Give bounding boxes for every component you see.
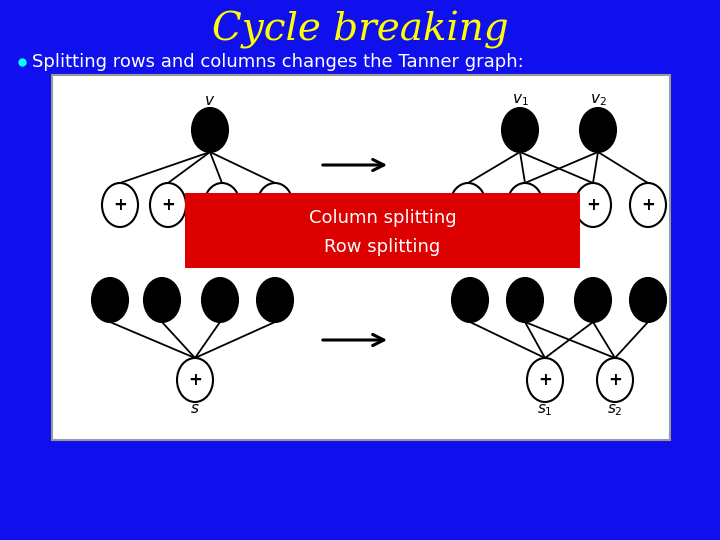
Text: +: + bbox=[113, 196, 127, 214]
Ellipse shape bbox=[527, 358, 563, 402]
Ellipse shape bbox=[630, 278, 666, 322]
Text: +: + bbox=[161, 196, 175, 214]
Ellipse shape bbox=[192, 108, 228, 152]
Ellipse shape bbox=[450, 183, 486, 227]
Text: Column splitting: Column splitting bbox=[309, 209, 456, 227]
Text: +: + bbox=[586, 196, 600, 214]
Text: $v_1$: $v_1$ bbox=[512, 92, 528, 108]
Ellipse shape bbox=[597, 358, 633, 402]
Text: +: + bbox=[188, 371, 202, 389]
Text: +: + bbox=[608, 371, 622, 389]
Bar bbox=[52, 75, 670, 440]
Ellipse shape bbox=[580, 108, 616, 152]
Ellipse shape bbox=[204, 183, 240, 227]
Ellipse shape bbox=[507, 278, 543, 322]
Ellipse shape bbox=[144, 278, 180, 322]
Text: +: + bbox=[538, 371, 552, 389]
Ellipse shape bbox=[575, 183, 611, 227]
Ellipse shape bbox=[150, 183, 186, 227]
Ellipse shape bbox=[575, 278, 611, 322]
Ellipse shape bbox=[102, 183, 138, 227]
Ellipse shape bbox=[92, 278, 128, 322]
Text: +: + bbox=[518, 196, 532, 214]
Ellipse shape bbox=[507, 183, 543, 227]
Ellipse shape bbox=[257, 183, 293, 227]
Text: $s$: $s$ bbox=[190, 402, 200, 416]
Ellipse shape bbox=[502, 108, 538, 152]
Text: $s_1$: $s_1$ bbox=[537, 402, 553, 418]
Text: Row splitting: Row splitting bbox=[325, 238, 441, 256]
Ellipse shape bbox=[177, 358, 213, 402]
Text: Cycle breaking: Cycle breaking bbox=[212, 11, 508, 49]
Ellipse shape bbox=[202, 278, 238, 322]
Bar bbox=[185, 193, 580, 268]
Text: $v$: $v$ bbox=[204, 94, 215, 108]
Ellipse shape bbox=[257, 278, 293, 322]
Text: +: + bbox=[215, 196, 229, 214]
Text: Splitting rows and columns changes the Tanner graph:: Splitting rows and columns changes the T… bbox=[32, 53, 523, 71]
Text: +: + bbox=[641, 196, 655, 214]
Text: +: + bbox=[461, 196, 475, 214]
Text: +: + bbox=[268, 196, 282, 214]
Ellipse shape bbox=[452, 278, 488, 322]
Text: $v_2$: $v_2$ bbox=[590, 92, 606, 108]
Text: $s_2$: $s_2$ bbox=[607, 402, 623, 418]
Ellipse shape bbox=[630, 183, 666, 227]
